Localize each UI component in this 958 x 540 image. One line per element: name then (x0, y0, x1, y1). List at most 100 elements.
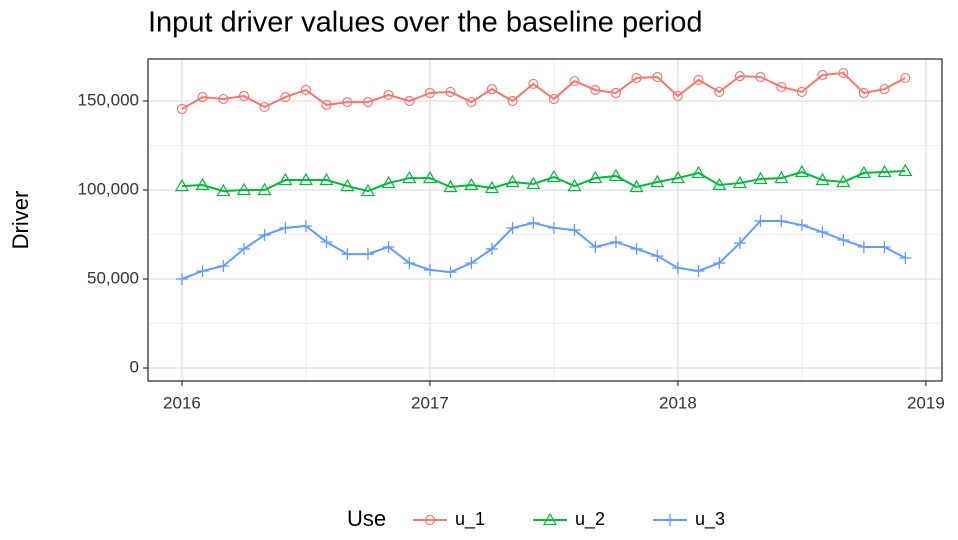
point (424, 87, 436, 99)
point (567, 178, 582, 192)
point (259, 101, 270, 113)
series-line (181, 219, 906, 280)
point (650, 174, 665, 188)
point (651, 250, 664, 263)
point (898, 163, 913, 177)
point (300, 84, 312, 96)
series (176, 67, 911, 115)
point (755, 71, 766, 83)
point (879, 83, 890, 95)
point (899, 252, 912, 265)
point (238, 90, 250, 102)
point (733, 237, 746, 250)
point (319, 172, 334, 186)
point (464, 177, 479, 191)
point (403, 256, 416, 269)
point (340, 178, 355, 192)
point (257, 182, 272, 196)
point (610, 87, 622, 99)
legend-marker (542, 512, 558, 526)
point (236, 182, 251, 196)
point (836, 174, 851, 188)
point (837, 234, 850, 247)
point (568, 224, 581, 237)
point (714, 86, 725, 98)
legend-label: u_1 (455, 509, 485, 530)
point (569, 75, 580, 87)
point (856, 165, 871, 179)
point (505, 174, 520, 188)
point (484, 180, 499, 194)
point (547, 221, 560, 234)
point (795, 219, 808, 232)
point (712, 177, 727, 191)
point (360, 183, 375, 197)
legend-label: u_3 (695, 509, 725, 530)
point (838, 67, 849, 79)
point (878, 240, 891, 253)
point (216, 183, 231, 197)
point (402, 170, 417, 184)
chart-title: Input driver values over the baseline pe… (148, 7, 703, 39)
point (278, 172, 293, 186)
point (422, 170, 437, 184)
point (692, 264, 705, 277)
point (423, 263, 436, 276)
legend-marker (424, 514, 436, 526)
point (609, 235, 622, 248)
legend-label: u_2 (575, 509, 605, 530)
legend-entry: u_3 (653, 509, 725, 530)
point (280, 91, 291, 103)
point (444, 266, 457, 279)
point (858, 87, 869, 99)
point (816, 226, 829, 239)
point (299, 219, 312, 232)
point (175, 273, 188, 286)
point (258, 229, 271, 242)
point (775, 214, 788, 227)
point (815, 172, 830, 186)
point (342, 96, 353, 108)
point (445, 86, 456, 98)
point (383, 89, 394, 101)
point (671, 261, 684, 274)
x-tick-label: 2019 (907, 393, 945, 412)
point (486, 83, 498, 95)
point (298, 172, 313, 186)
point (526, 176, 541, 190)
point (548, 93, 560, 105)
point (466, 96, 477, 108)
point (776, 81, 787, 93)
legend-entry: u_1 (413, 509, 485, 530)
point (528, 78, 539, 90)
point (381, 175, 396, 189)
point (362, 96, 374, 108)
series-line (181, 72, 906, 110)
point (691, 165, 706, 179)
point (507, 95, 518, 107)
legend-marker (664, 514, 676, 526)
point (404, 95, 415, 107)
point (218, 93, 229, 105)
point (670, 170, 685, 184)
point (732, 175, 747, 189)
point (608, 168, 623, 182)
point (174, 178, 190, 192)
point (217, 260, 230, 273)
y-tick-label: 50,000 (87, 268, 139, 287)
point (652, 71, 663, 83)
point (195, 177, 210, 191)
point (693, 74, 704, 86)
point (817, 69, 828, 81)
point (753, 171, 768, 185)
point (672, 90, 684, 102)
series (174, 163, 913, 197)
y-axis-title: Driver (8, 191, 33, 250)
point (734, 70, 746, 82)
point (382, 240, 395, 253)
point (279, 221, 292, 234)
point (631, 72, 642, 84)
point (774, 170, 789, 184)
x-tick-label: 2016 (163, 393, 201, 412)
point (321, 99, 332, 111)
